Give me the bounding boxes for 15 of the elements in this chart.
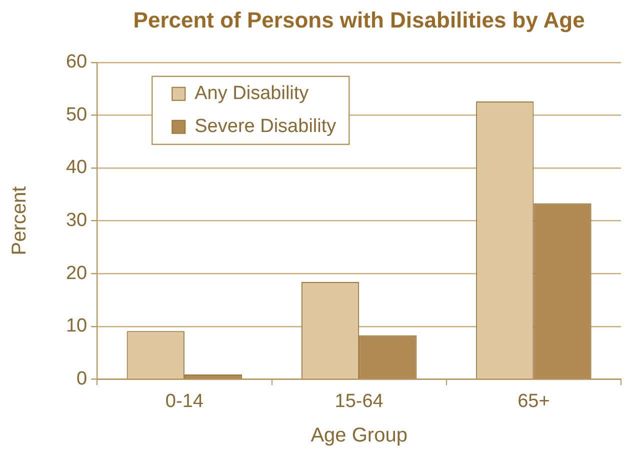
- x-tick-label: 15-64: [334, 390, 384, 412]
- y-tick-label: 10: [66, 316, 88, 337]
- y-tick-label: 50: [66, 104, 88, 126]
- legend-label: Any Disability: [194, 83, 310, 104]
- legend-label: Severe Disability: [194, 116, 337, 138]
- x-tick-label: 65+: [518, 390, 550, 412]
- y-tick-label: 30: [66, 210, 88, 232]
- y-tick-label: 40: [66, 157, 88, 178]
- y-tick-label: 60: [66, 52, 88, 73]
- y-tick-label: 20: [66, 262, 88, 284]
- x-axis-title: Age Group: [310, 424, 408, 447]
- chart-title: Percent of Persons with Disabilities by Age: [133, 7, 585, 32]
- x-tick-label: 0-14: [165, 390, 204, 412]
- y-tick-label: 0: [76, 368, 88, 390]
- y-axis-title: Percent: [8, 186, 31, 256]
